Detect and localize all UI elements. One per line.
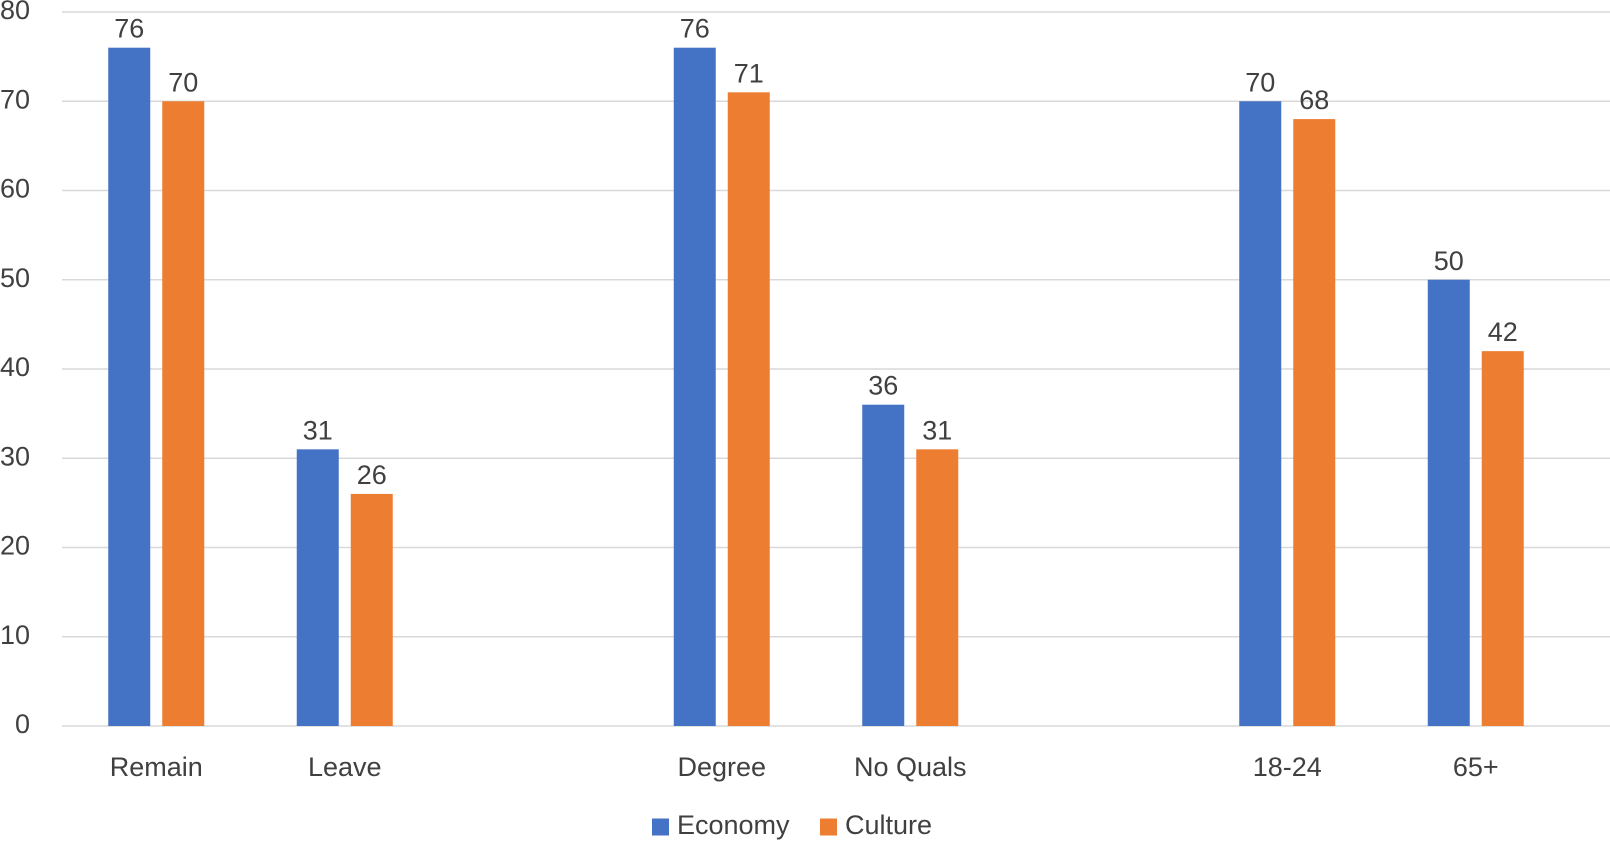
x-category-label-65-: 65+	[1453, 752, 1499, 782]
data-label-economy-degree: 76	[680, 14, 710, 44]
legend-label-culture: Culture	[845, 810, 932, 840]
data-label-economy-65-: 50	[1434, 246, 1464, 276]
x-category-label-remain: Remain	[110, 752, 203, 782]
data-label-culture-65-: 42	[1488, 317, 1518, 347]
data-label-culture-no-quals: 31	[922, 415, 952, 445]
legend-label-economy: Economy	[677, 810, 790, 840]
y-tick-label-80: 80	[0, 0, 30, 25]
bar-culture-18-24	[1293, 119, 1336, 727]
y-tick-label-0: 0	[15, 709, 30, 739]
x-category-label-degree: Degree	[677, 752, 766, 782]
bars	[108, 47, 1524, 727]
y-axis-ticks: 0 10 20 30 40 50 60 70 80	[0, 0, 30, 739]
data-label-culture-remain: 70	[168, 67, 198, 97]
legend-swatch-culture	[820, 818, 837, 836]
y-tick-label-50: 50	[0, 263, 30, 293]
legend: Economy Culture	[652, 810, 932, 840]
data-label-economy-leave: 31	[303, 415, 333, 445]
x-category-label-no-quals: No Quals	[854, 752, 967, 782]
data-label-culture-degree: 71	[734, 58, 764, 88]
y-tick-label-20: 20	[0, 531, 30, 561]
data-label-culture-18-24: 68	[1299, 85, 1329, 115]
data-label-culture-leave: 26	[357, 460, 387, 490]
data-label-economy-no-quals: 36	[868, 371, 898, 401]
data-labels: 76 70 31 26 76 71 36 31 70 68 50 42	[114, 14, 1518, 490]
bar-economy-degree	[673, 47, 716, 726]
legend-swatch-economy	[652, 818, 669, 836]
x-category-label-leave: Leave	[308, 752, 382, 782]
gridlines	[62, 11, 1610, 727]
bar-culture-65-	[1481, 351, 1524, 726]
y-tick-label-60: 60	[0, 174, 30, 204]
y-tick-label-40: 40	[0, 352, 30, 382]
data-label-economy-18-24: 70	[1245, 67, 1275, 97]
bar-economy-no-quals	[862, 404, 905, 726]
data-label-economy-remain: 76	[114, 14, 144, 44]
bar-culture-leave	[350, 493, 393, 726]
bar-economy-remain	[108, 47, 151, 726]
bar-culture-remain	[162, 101, 205, 726]
y-tick-label-30: 30	[0, 441, 30, 471]
bar-culture-degree	[727, 92, 770, 726]
bar-economy-leave	[296, 449, 339, 726]
y-tick-label-70: 70	[0, 84, 30, 114]
x-axis-categories: Remain Leave Degree No Quals 18-24 65+	[110, 752, 1499, 782]
bar-culture-no-quals	[916, 449, 959, 726]
bar-economy-65-	[1427, 279, 1470, 726]
bar-economy-18-24	[1239, 101, 1282, 726]
x-category-label-18-24: 18-24	[1253, 752, 1322, 782]
y-tick-label-10: 10	[0, 620, 30, 650]
